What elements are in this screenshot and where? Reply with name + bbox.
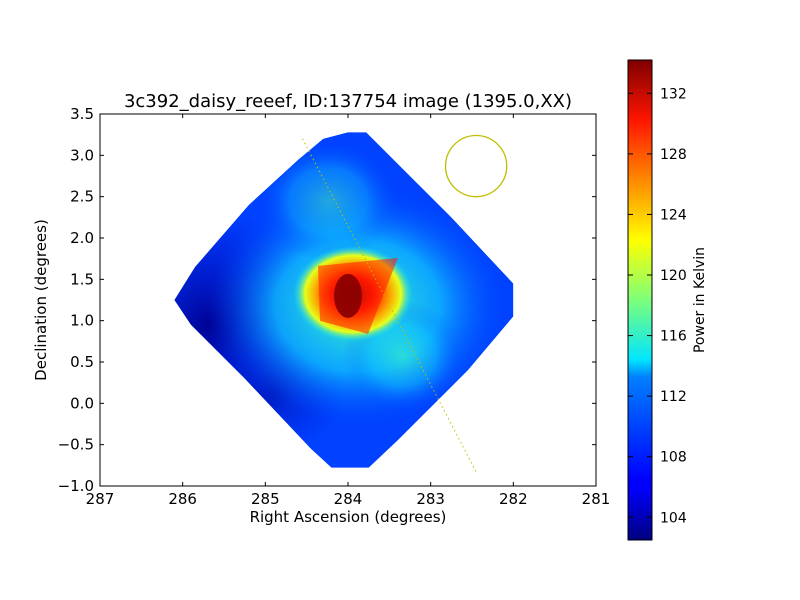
- x-tick-label: 281: [582, 490, 611, 508]
- colorbar-tick-label: 120: [660, 268, 687, 284]
- colorbar-tick-label: 108: [660, 450, 687, 466]
- y-tick-label: 2.0: [70, 229, 94, 247]
- colorbar-ticks: 104 108 112 116 120 124 128 132: [628, 86, 687, 526]
- y-axis-label: Declination (degrees): [32, 219, 50, 381]
- y-tick-label: 3.0: [70, 146, 94, 164]
- source-peak: [334, 273, 362, 318]
- colorbar-tick-label: 128: [660, 147, 687, 163]
- overlays: [302, 134, 508, 473]
- colorbar-tick-label: 104: [660, 510, 687, 526]
- colorbar: 104 108 112 116 120 124 128 132 Power in Kelvin: [627, 59, 708, 541]
- y-tick-label: 1.5: [70, 270, 94, 288]
- x-tick-label: 286: [168, 490, 197, 508]
- x-tick-label: 284: [334, 490, 363, 508]
- x-tick-label: 287: [86, 490, 115, 508]
- y-tick-label: −1.0: [58, 477, 94, 495]
- beam-circle: [444, 134, 508, 198]
- colorbar-tick-label: 124: [660, 207, 687, 223]
- chart-title: 3c392_daisy_reeef, ID:137754 image (1395…: [124, 91, 572, 112]
- colorbar-tick-label: 112: [660, 389, 687, 405]
- x-tick-label: 285: [251, 490, 280, 508]
- north-halo: [258, 140, 398, 261]
- colorbar-tick-label: 116: [660, 329, 687, 345]
- coverage-map: [174, 132, 514, 468]
- x-tick-label: 283: [416, 490, 445, 508]
- y-tick-label: 0.0: [70, 394, 94, 412]
- x-tick-label: 282: [499, 490, 528, 508]
- colorbar-gradient: [627, 59, 653, 541]
- x-axis: 287 286 285 284 283 282 281: [86, 114, 611, 508]
- x-axis-label: Right Ascension (degrees): [250, 508, 447, 526]
- colorbar-tick-label: 132: [660, 86, 687, 102]
- plot-area: [174, 132, 514, 473]
- y-tick-label: 2.5: [70, 188, 94, 206]
- y-tick-label: 0.5: [70, 353, 94, 371]
- y-tick-label: 1.0: [70, 312, 94, 330]
- y-axis: −1.0 −0.5 0.0 0.5 1.0 1.5 2.0 2.5 3.0 3.5: [58, 105, 596, 495]
- colorbar-label: Power in Kelvin: [692, 247, 708, 353]
- y-tick-label: 3.5: [70, 105, 94, 123]
- y-tick-label: −0.5: [58, 436, 94, 454]
